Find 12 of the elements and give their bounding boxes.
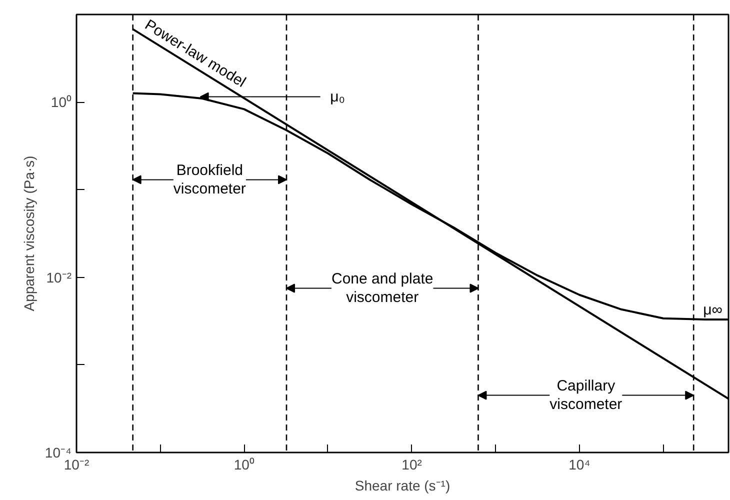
y-axis-title: Apparent viscosity (Pa·s): [20, 156, 37, 312]
x-tick-label: 10⁰: [234, 456, 254, 472]
x-tick-label: 10⁴: [568, 456, 590, 472]
x-tick-label: 10²: [402, 456, 422, 472]
annotation: μ₀: [330, 88, 346, 106]
annotation: Cone and plate viscometer: [331, 270, 434, 306]
annotation: Brookfield viscometer: [173, 162, 246, 198]
annotation: μ∞: [703, 302, 723, 319]
annotation: Capillary viscometer: [550, 377, 622, 414]
y-tick-label: 10⁰: [50, 94, 72, 110]
x-axis-title: Shear rate (s⁻¹): [354, 478, 450, 494]
y-tick-label: 10⁻²: [46, 269, 72, 286]
